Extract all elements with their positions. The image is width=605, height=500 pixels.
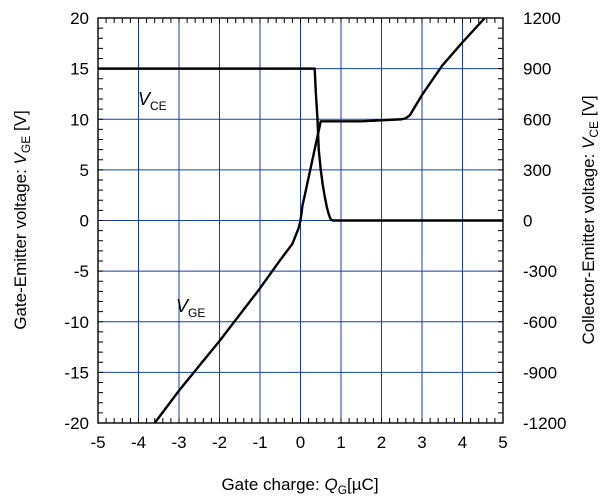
x-tick-label: -1 bbox=[252, 433, 267, 452]
x-tick-label: 1 bbox=[336, 433, 345, 452]
y-left-tick-label: -10 bbox=[64, 313, 89, 332]
vce-series-label: VCE bbox=[138, 89, 167, 113]
series-group bbox=[98, 17, 503, 424]
x-tick-labels: -5 -4 -3 -2 -1 0 1 2 3 4 5 bbox=[90, 433, 507, 452]
y-left-tick-label: 20 bbox=[70, 9, 89, 28]
y-right-tick-label: -600 bbox=[523, 313, 557, 332]
y-left-tick-label: 5 bbox=[80, 161, 89, 180]
y-right-tick-label: 900 bbox=[523, 60, 551, 79]
y-right-tick-label: 1200 bbox=[523, 9, 561, 28]
y-right-axis-label: Collector-Emitter voltage: VCE [V] bbox=[579, 95, 601, 344]
series-line-v-ce bbox=[98, 67, 503, 222]
y-left-tick-labels: 20 15 10 5 0 -5 -10 -15 -20 bbox=[64, 9, 89, 433]
y-right-tick-labels: 1200 900 600 300 0 -300 -600 -900 -1200 bbox=[523, 9, 566, 433]
y-left-tick-label: 0 bbox=[80, 212, 89, 231]
y-left-tick-label: -5 bbox=[74, 262, 89, 281]
y-right-tick-label: 0 bbox=[523, 212, 532, 231]
y-left-tick-label: -15 bbox=[64, 363, 89, 382]
x-tick-label: -2 bbox=[212, 433, 227, 452]
x-tick-label: 3 bbox=[417, 433, 426, 452]
x-tick-label: 2 bbox=[377, 433, 386, 452]
y-left-tick-label: 15 bbox=[70, 60, 89, 79]
x-tick-label: 5 bbox=[498, 433, 507, 452]
series-line-v-ge bbox=[153, 17, 486, 424]
x-tick-label: 4 bbox=[458, 433, 467, 452]
x-tick-label: -5 bbox=[90, 433, 105, 452]
y-right-tick-label: -900 bbox=[523, 363, 557, 382]
x-tick-label: -4 bbox=[131, 433, 146, 452]
y-right-tick-label: -1200 bbox=[523, 414, 566, 433]
y-right-tick-label: 300 bbox=[523, 161, 551, 180]
y-left-axis-label: Gate-Emitter voltage: VGE [V] bbox=[11, 110, 33, 330]
vge-series-label: VGE bbox=[176, 296, 205, 320]
x-tick-label: 0 bbox=[296, 433, 305, 452]
y-left-tick-label: 10 bbox=[70, 110, 89, 129]
x-tick-label: -3 bbox=[171, 433, 186, 452]
y-left-tick-label: -20 bbox=[64, 414, 89, 433]
y-right-tick-label: 600 bbox=[523, 110, 551, 129]
y-right-tick-label: -300 bbox=[523, 262, 557, 281]
x-axis-label: Gate charge: QG[µC] bbox=[221, 475, 378, 497]
minor-ticks bbox=[98, 18, 503, 423]
